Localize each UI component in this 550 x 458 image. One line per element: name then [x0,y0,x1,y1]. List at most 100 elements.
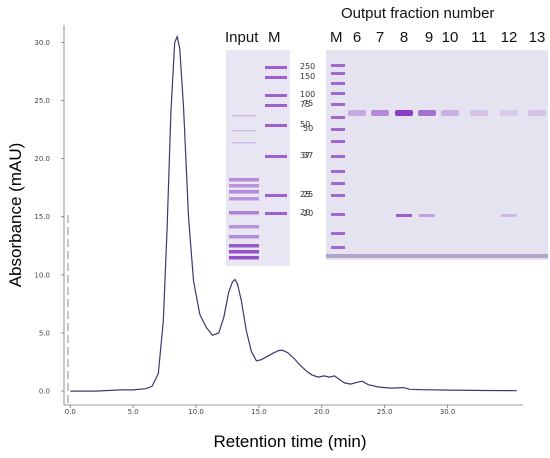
output-mw-labels: 75 50 37 25 20 [303,99,313,218]
fraction-number: 7 [376,29,384,46]
x-tick-label: 30.0 [440,408,456,416]
mw-label: 50 [300,120,310,129]
x-tick-label: 10.0 [188,408,204,416]
y-tick-label: 0.0 [39,388,50,396]
fraction-band-main [500,110,518,116]
y-tick-label: 30.0 [34,39,50,47]
mw-label: 75 [300,100,310,109]
mw-label: 37 [303,151,313,160]
chart-area: 0.0 5.0 10.0 15.0 20.0 25.0 30.0 0.0 5.0 10.0 15.… [34,25,523,416]
x-tick-label: 25.0 [377,408,393,416]
input-band [229,256,259,260]
marker-band [331,232,345,235]
mw-label: 37 [300,151,310,160]
marker-band [331,213,345,216]
fraction-number: 10 [442,29,459,46]
marker-band [331,128,345,131]
marker-band [265,155,287,158]
chromatogram-trace [70,34,517,392]
x-axis-title: Retention time (min) [213,432,366,451]
fraction-band-minor [396,214,412,217]
fraction-band-main [371,110,389,116]
x-tick-label: 15.0 [251,408,267,416]
input-marker-header: M [268,29,281,46]
mw-label: 20 [300,208,310,217]
marker-band [331,170,345,173]
fraction-number: 9 [425,29,433,46]
y-tick-label: 25.0 [34,97,50,105]
y-axis-title: Absorbance (mAU) [6,143,25,288]
mw-label: 25 [300,190,310,199]
y-axis-ticks: 0.0 5.0 10.0 15.0 20.0 25.0 30.0 [34,39,64,396]
marker-band [265,212,287,215]
input-lane-header: Input [225,29,259,46]
mw-label: 75 [303,99,313,108]
marker-band [331,140,345,143]
mw-label: 150 [300,72,315,81]
marker-band [331,72,345,75]
mw-label: 25 [303,190,313,199]
marker-band [265,94,287,97]
marker-band [331,103,345,106]
marker-band [331,82,345,85]
marker-band [265,76,287,79]
mw-label: 50 [303,124,313,133]
y-tick-label: 20.0 [34,155,50,163]
marker-band [265,194,287,197]
fraction-number: 12 [501,29,518,46]
fraction-number: 8 [400,29,408,46]
mw-label: 20 [303,209,313,218]
input-band [229,190,259,194]
fraction-band-main [470,110,488,116]
marker-band [265,104,287,107]
output-gel-inset: Output fraction number M 6 7 8 9 10 11 12 13 75… [303,5,548,260]
input-band [229,250,259,254]
marker-band [331,246,345,249]
input-gel-bands [229,66,287,260]
input-band-faint [232,142,256,144]
mw-label: 250 [300,62,315,71]
marker-band [331,194,345,197]
x-tick-label: 5.0 [128,408,139,416]
input-band [229,244,259,248]
fraction-number: 6 [353,29,361,46]
mw-label: 100 [300,90,315,99]
input-band [229,225,259,229]
fraction-band-minor [501,214,517,217]
marker-band [265,66,287,69]
fraction-band-main [528,110,546,116]
x-tick-label: 0.0 [65,408,76,416]
fraction-band-main [441,110,459,116]
input-band [229,197,259,201]
fraction-band-main [395,110,413,116]
fraction-band-minor [419,214,435,217]
input-band [229,235,259,239]
input-band [229,211,259,215]
marker-band [331,64,345,67]
marker-band [331,92,345,95]
marker-band [331,155,345,158]
gel-bottom-edge [326,254,548,258]
fraction-number: 11 [471,29,487,46]
marker-band [265,124,287,127]
fraction-number: 13 [529,29,546,46]
input-band [229,178,259,182]
output-marker-header: M [330,29,343,46]
marker-band [331,182,345,185]
output-gel-bands [326,64,548,258]
y-tick-label: 5.0 [39,329,50,337]
input-band [229,184,259,188]
x-axis-ticks: 0.0 5.0 10.0 15.0 20.0 25.0 30.0 [65,405,456,416]
output-gel-title: Output fraction number [341,5,494,22]
output-gel-image [326,50,548,260]
fraction-band-main [348,110,366,116]
input-band-faint [232,130,256,132]
fraction-number-headers: 6 7 8 9 10 11 12 13 [353,29,546,46]
marker-band [331,116,345,119]
input-band-faint [232,115,256,117]
fraction-band-main [418,110,436,116]
x-tick-label: 20.0 [314,408,330,416]
